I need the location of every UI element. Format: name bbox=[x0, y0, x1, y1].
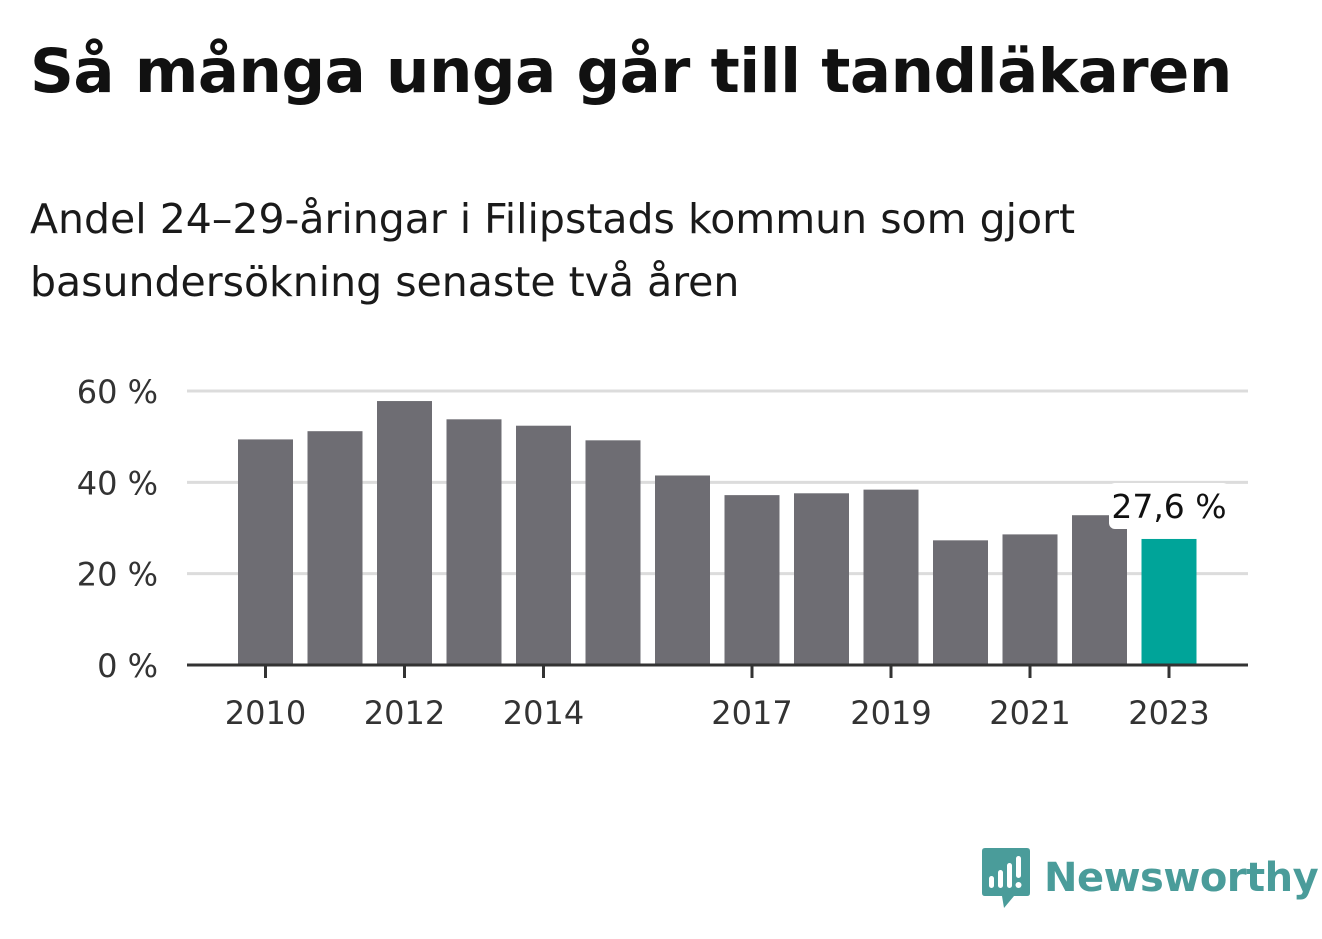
x-tick-label: 2014 bbox=[503, 694, 584, 732]
annotation-background bbox=[1109, 482, 1229, 529]
x-tick-label: 2012 bbox=[364, 694, 445, 732]
bar bbox=[446, 419, 502, 665]
bar bbox=[377, 401, 432, 665]
bar bbox=[1072, 515, 1127, 665]
y-tick-label: 0 % bbox=[97, 647, 158, 685]
x-tick-label: 2017 bbox=[711, 694, 792, 732]
y-tick-label: 20 % bbox=[77, 556, 158, 594]
x-tick-label: 2019 bbox=[850, 694, 931, 732]
bar-highlighted bbox=[1141, 538, 1197, 665]
bar bbox=[933, 540, 988, 665]
bar bbox=[863, 489, 919, 665]
bar bbox=[724, 495, 780, 665]
chart-subtitle: Andel 24–29-åringar i Filipstads kommun … bbox=[30, 195, 1076, 306]
newsworthy-logo: Newsworthy bbox=[980, 846, 1319, 910]
bars bbox=[238, 401, 1197, 665]
brand-name: Newsworthy bbox=[1044, 855, 1319, 901]
bar bbox=[794, 493, 849, 665]
x-tick-label: 2021 bbox=[989, 694, 1070, 732]
data-label: 27,6 % bbox=[1111, 487, 1226, 526]
bar bbox=[585, 440, 641, 665]
bar bbox=[516, 425, 571, 665]
y-tick-label: 40 % bbox=[77, 464, 158, 502]
chart-title: Så många unga går till tandläkaren bbox=[30, 36, 1232, 107]
bar bbox=[1002, 534, 1058, 665]
labels: 0 % 20 % 40 % 60 % 2010 2012 2014 2017 2019 2021 2… bbox=[77, 373, 1229, 732]
y-tick-label: 60 % bbox=[77, 373, 158, 411]
bar bbox=[307, 431, 363, 665]
bar bbox=[655, 475, 710, 665]
bar bbox=[238, 439, 293, 665]
x-tick-label: 2010 bbox=[225, 694, 306, 732]
axes bbox=[187, 663, 1248, 678]
speech-bubble-bar-chart-icon bbox=[982, 848, 1030, 908]
grid-lines bbox=[187, 389, 1248, 576]
x-tick-label: 2023 bbox=[1128, 694, 1209, 732]
